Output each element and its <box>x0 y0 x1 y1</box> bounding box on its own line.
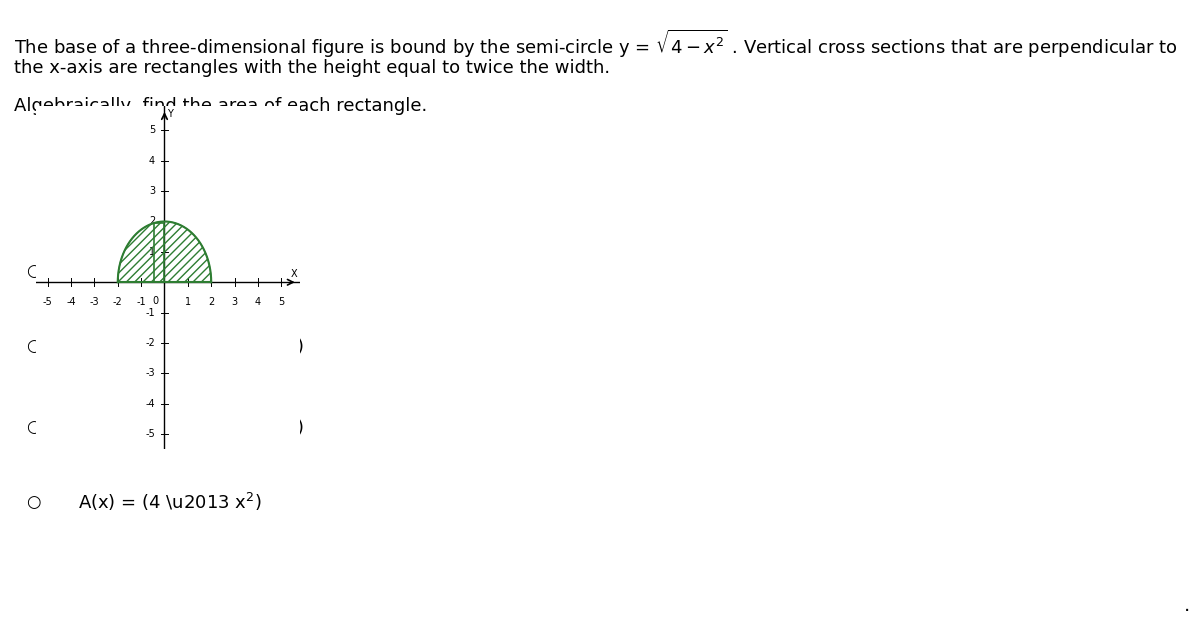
Text: Algebraically, find the area of each rectangle.: Algebraically, find the area of each rec… <box>14 97 427 115</box>
Bar <box>154 223 164 282</box>
Text: A(x) =: A(x) = <box>78 338 142 355</box>
Text: 2: 2 <box>149 350 158 368</box>
Text: X: X <box>290 269 298 279</box>
Text: 4: 4 <box>149 156 155 166</box>
Text: 1: 1 <box>149 247 155 257</box>
Text: -5: -5 <box>145 429 155 439</box>
Text: 3: 3 <box>232 298 238 308</box>
Text: ○: ○ <box>26 419 41 436</box>
Text: 1: 1 <box>149 325 158 343</box>
Text: -1: -1 <box>145 308 155 318</box>
Text: (4 \u2013 x$^{2}$): (4 \u2013 x$^{2}$) <box>178 335 304 358</box>
Text: 4: 4 <box>254 298 262 308</box>
Text: A(x) = (4 \u2013 x$^{2}$): A(x) = (4 \u2013 x$^{2}$) <box>78 491 262 514</box>
Text: 2: 2 <box>208 298 215 308</box>
Text: A(x) =: A(x) = <box>78 419 142 436</box>
Text: 3: 3 <box>149 186 155 196</box>
Text: -1: -1 <box>137 298 146 308</box>
Text: ○: ○ <box>26 338 41 355</box>
Text: ○: ○ <box>26 263 41 280</box>
Text: 5: 5 <box>278 298 284 308</box>
Text: 2: 2 <box>149 217 155 227</box>
Text: -4: -4 <box>145 399 155 409</box>
Text: .: . <box>1184 596 1190 615</box>
Text: 1: 1 <box>185 298 191 308</box>
Text: -4: -4 <box>66 298 76 308</box>
Text: Y: Y <box>167 109 173 119</box>
Text: -2: -2 <box>113 298 122 308</box>
Text: -2: -2 <box>145 338 155 348</box>
Text: 1: 1 <box>149 406 158 424</box>
Text: The base of a three-dimensional figure is bound by the semi-circle y = $\sqrt{4-: The base of a three-dimensional figure i… <box>14 28 1178 60</box>
Text: A(x) = 2(4 \u2013 x$^{2}$): A(x) = 2(4 \u2013 x$^{2}$) <box>78 260 272 283</box>
Text: (4 \u2013 x$^{2}$): (4 \u2013 x$^{2}$) <box>178 416 304 439</box>
Text: 0: 0 <box>152 296 158 306</box>
Text: -3: -3 <box>90 298 100 308</box>
Text: ○: ○ <box>26 494 41 511</box>
Text: -3: -3 <box>145 368 155 378</box>
Text: 4: 4 <box>149 431 158 449</box>
Text: 5: 5 <box>149 125 155 135</box>
Text: -5: -5 <box>43 298 53 308</box>
Text: the x-axis are rectangles with the height equal to twice the width.: the x-axis are rectangles with the heigh… <box>14 59 611 77</box>
